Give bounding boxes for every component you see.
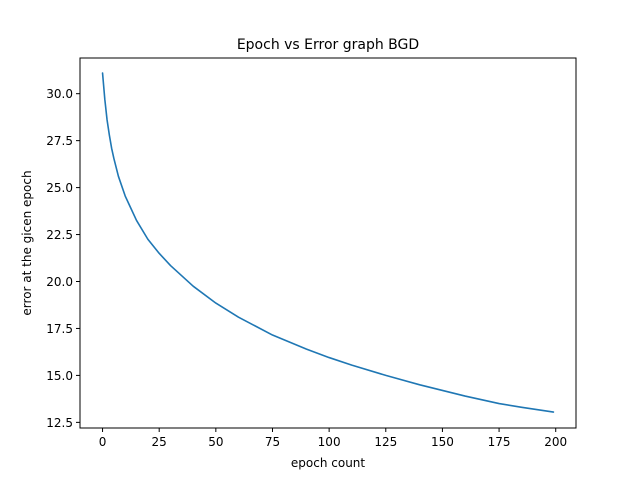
x-tick-label: 175 bbox=[488, 435, 511, 449]
chart-title: Epoch vs Error graph BGD bbox=[237, 37, 419, 53]
plot-frame bbox=[79, 57, 577, 429]
x-tick-label: 75 bbox=[265, 435, 280, 449]
x-axis-label: epoch count bbox=[291, 456, 366, 470]
y-tick-label: 30.0 bbox=[46, 87, 73, 101]
y-axis-label: error at the gicen epoch bbox=[20, 170, 34, 315]
x-tick-label: 50 bbox=[208, 435, 223, 449]
y-tick-label: 15.0 bbox=[46, 369, 73, 383]
y-tick-label: 20.0 bbox=[46, 275, 73, 289]
y-tick-label: 22.5 bbox=[46, 228, 73, 242]
x-tick-label: 0 bbox=[99, 435, 107, 449]
x-tick-label: 25 bbox=[152, 435, 167, 449]
x-tick-label: 125 bbox=[374, 435, 397, 449]
y-tick-label: 27.5 bbox=[46, 134, 73, 148]
x-tick-label: 150 bbox=[431, 435, 454, 449]
y-tick-label: 17.5 bbox=[46, 322, 73, 336]
x-tick-label: 100 bbox=[318, 435, 341, 449]
y-tick-label: 25.0 bbox=[46, 181, 73, 195]
series-line bbox=[101, 72, 555, 413]
y-tick-label: 12.5 bbox=[46, 416, 73, 430]
x-tick-label: 200 bbox=[544, 435, 567, 449]
